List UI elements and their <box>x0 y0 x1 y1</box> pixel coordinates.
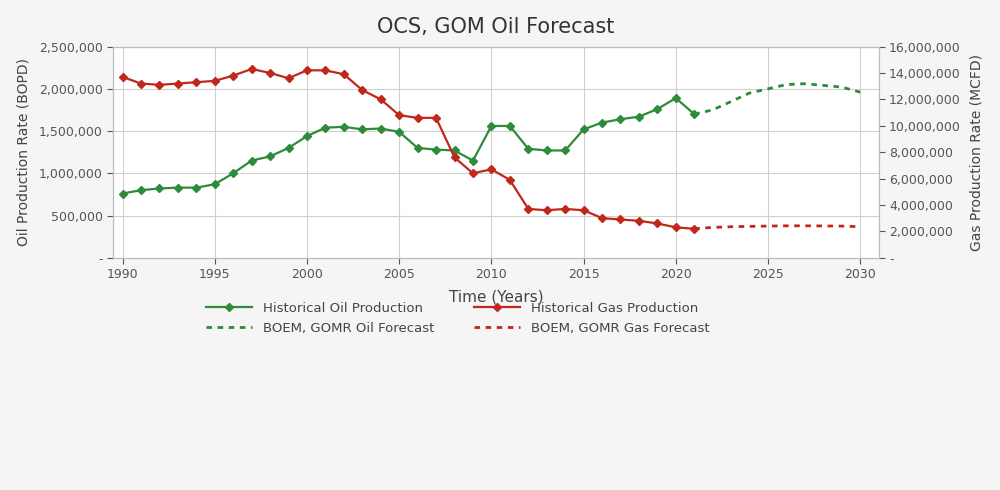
Historical Oil Production <box>338 124 350 130</box>
BOEM, GOMR Oil Forecast <box>780 82 792 88</box>
Historical Oil Production <box>430 147 442 152</box>
Historical Oil Production <box>264 153 276 159</box>
Historical Gas Production <box>578 207 590 213</box>
Historical Gas Production <box>670 224 682 230</box>
Line: BOEM, GOMR Gas Forecast: BOEM, GOMR Gas Forecast <box>694 226 860 229</box>
Historical Gas Production <box>596 215 608 221</box>
Historical Gas Production <box>393 112 405 118</box>
Historical Gas Production <box>430 115 442 121</box>
Historical Gas Production <box>135 80 147 86</box>
Historical Gas Production <box>541 207 553 213</box>
BOEM, GOMR Gas Forecast <box>725 224 737 230</box>
Historical Gas Production <box>467 171 479 176</box>
Historical Oil Production <box>227 171 239 176</box>
Historical Gas Production <box>356 87 368 93</box>
Historical Oil Production <box>485 123 497 129</box>
Historical Gas Production <box>319 68 331 74</box>
Historical Oil Production <box>449 147 461 153</box>
Historical Gas Production <box>412 115 424 121</box>
Historical Oil Production <box>670 95 682 101</box>
Historical Gas Production <box>117 74 129 80</box>
Legend: Historical Oil Production, BOEM, GOMR Oil Forecast, Historical Gas Production, B: Historical Oil Production, BOEM, GOMR Oi… <box>201 297 715 340</box>
Historical Gas Production <box>485 167 497 172</box>
Historical Gas Production <box>633 218 645 224</box>
Historical Oil Production <box>504 123 516 129</box>
Historical Oil Production <box>153 186 165 192</box>
Historical Gas Production <box>688 226 700 232</box>
Historical Oil Production <box>319 125 331 131</box>
Historical Oil Production <box>522 146 534 152</box>
BOEM, GOMR Gas Forecast <box>817 223 829 229</box>
Historical Oil Production <box>633 114 645 120</box>
BOEM, GOMR Oil Forecast <box>836 84 848 90</box>
Historical Gas Production <box>246 66 258 72</box>
BOEM, GOMR Oil Forecast <box>725 98 737 104</box>
Historical Oil Production <box>541 147 553 153</box>
Historical Oil Production <box>356 126 368 132</box>
Historical Gas Production <box>559 206 571 212</box>
Historical Gas Production <box>522 206 534 212</box>
Historical Oil Production <box>412 145 424 151</box>
Historical Oil Production <box>172 185 184 191</box>
Historical Oil Production <box>375 125 387 131</box>
Historical Oil Production <box>283 145 295 151</box>
Historical Oil Production <box>209 181 221 187</box>
Historical Gas Production <box>338 72 350 77</box>
Historical Gas Production <box>190 79 202 85</box>
Historical Gas Production <box>504 177 516 183</box>
BOEM, GOMR Gas Forecast <box>707 224 719 230</box>
Historical Gas Production <box>375 97 387 102</box>
Historical Oil Production <box>190 185 202 191</box>
Line: Historical Gas Production: Historical Gas Production <box>119 66 697 232</box>
BOEM, GOMR Oil Forecast <box>707 107 719 113</box>
Historical Gas Production <box>153 82 165 88</box>
Title: OCS, GOM Oil Forecast: OCS, GOM Oil Forecast <box>377 17 615 37</box>
Historical Oil Production <box>578 126 590 132</box>
Historical Oil Production <box>301 133 313 139</box>
Historical Gas Production <box>651 220 663 226</box>
Historical Oil Production <box>651 106 663 112</box>
Historical Oil Production <box>135 187 147 193</box>
Y-axis label: Oil Production Rate (BOPD): Oil Production Rate (BOPD) <box>17 58 31 246</box>
BOEM, GOMR Gas Forecast <box>854 224 866 230</box>
Historical Gas Production <box>227 73 239 78</box>
BOEM, GOMR Gas Forecast <box>836 223 848 229</box>
X-axis label: Time (Years): Time (Years) <box>449 290 543 304</box>
Historical Oil Production <box>467 158 479 164</box>
Historical Oil Production <box>559 147 571 153</box>
BOEM, GOMR Gas Forecast <box>780 223 792 229</box>
Historical Gas Production <box>209 78 221 84</box>
Historical Gas Production <box>449 154 461 160</box>
Line: Historical Oil Production: Historical Oil Production <box>119 95 697 196</box>
BOEM, GOMR Oil Forecast <box>854 89 866 95</box>
Historical Oil Production <box>393 129 405 135</box>
Historical Gas Production <box>283 75 295 81</box>
Y-axis label: Gas Production Rate (MCFD): Gas Production Rate (MCFD) <box>969 54 983 251</box>
BOEM, GOMR Oil Forecast <box>817 82 829 88</box>
BOEM, GOMR Oil Forecast <box>799 81 811 87</box>
Historical Oil Production <box>596 120 608 125</box>
Historical Oil Production <box>614 116 626 122</box>
BOEM, GOMR Gas Forecast <box>744 223 756 229</box>
Historical Gas Production <box>264 70 276 76</box>
BOEM, GOMR Oil Forecast <box>744 90 756 96</box>
BOEM, GOMR Oil Forecast <box>762 86 774 92</box>
BOEM, GOMR Gas Forecast <box>762 223 774 229</box>
Historical Oil Production <box>688 111 700 117</box>
Historical Gas Production <box>172 80 184 86</box>
Historical Oil Production <box>117 191 129 196</box>
Historical Oil Production <box>246 158 258 164</box>
Historical Gas Production <box>614 217 626 222</box>
Historical Gas Production <box>301 68 313 74</box>
BOEM, GOMR Gas Forecast <box>799 223 811 229</box>
Line: BOEM, GOMR Oil Forecast: BOEM, GOMR Oil Forecast <box>694 84 860 114</box>
BOEM, GOMR Oil Forecast <box>688 111 700 117</box>
BOEM, GOMR Gas Forecast <box>688 226 700 232</box>
